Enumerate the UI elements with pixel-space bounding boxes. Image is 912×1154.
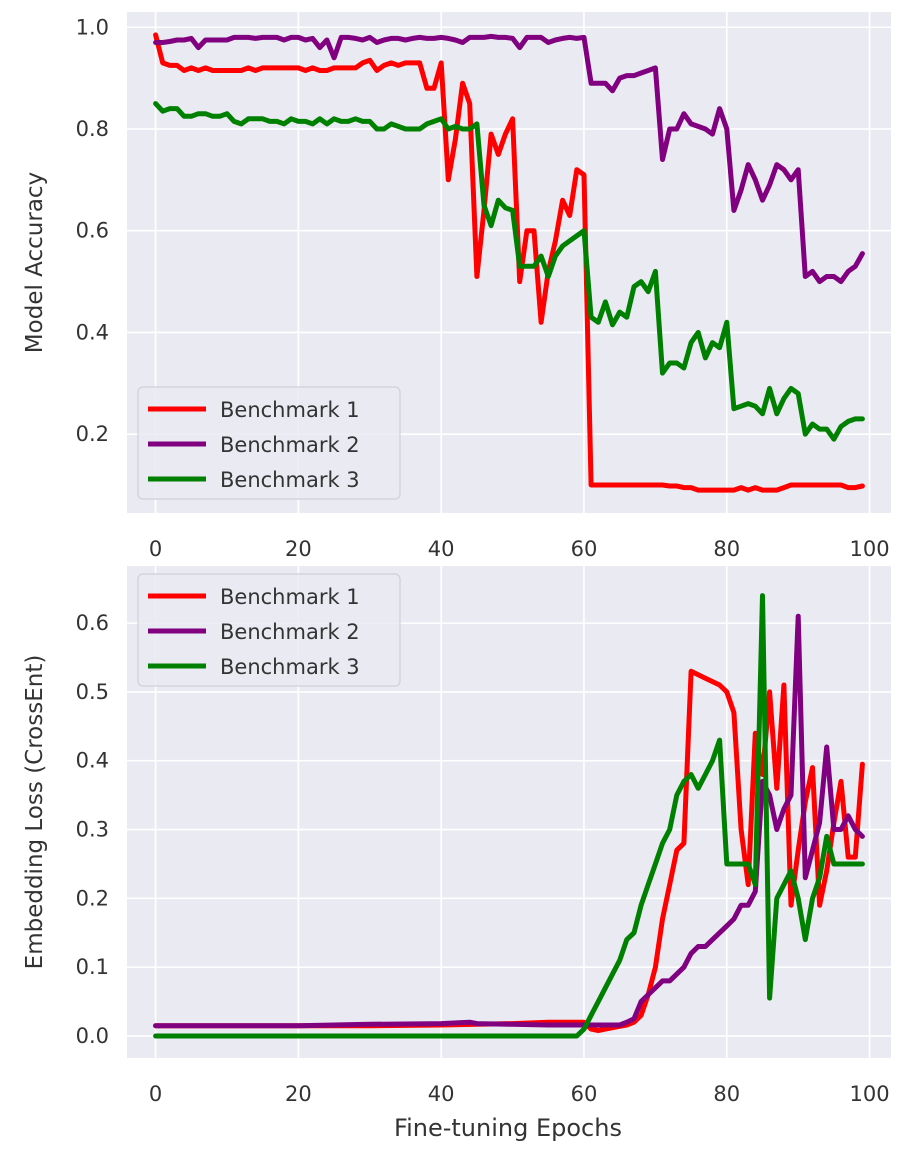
- series-line-benchmark-1: [153, 668, 865, 1033]
- legend: Benchmark 1 Benchmark 2 Benchmark 3: [137, 573, 401, 687]
- y-tick-label: 0.6: [76, 219, 109, 243]
- y-tick-label: 0.4: [76, 749, 109, 773]
- y-tick-label: 1.0: [76, 15, 109, 39]
- legend-label: Benchmark 3: [220, 468, 360, 492]
- accuracy-chart: 0 20 40 60 80 100 0.2 0.4 0.6 0.8 1.0 Model Accurac…: [22, 12, 891, 561]
- series-line-benchmark-2: [153, 613, 865, 1029]
- legend-frame: [137, 573, 401, 687]
- x-tick-label: 80: [713, 1082, 740, 1106]
- y-axis-label: Model Accuracy: [22, 172, 48, 353]
- x-tick-label: 40: [428, 1082, 455, 1106]
- x-tick-label: 20: [285, 537, 312, 561]
- x-tick-label: 0: [149, 537, 162, 561]
- x-tick-label: 80: [713, 537, 740, 561]
- y-tick-label: 0.6: [76, 611, 109, 635]
- y-tick-label: 0.5: [76, 680, 109, 704]
- series-line-benchmark-2: [153, 33, 865, 285]
- legend-label: Benchmark 2: [220, 433, 360, 457]
- y-axis-label: Embedding Loss (CrossEnt): [22, 655, 48, 970]
- y-tick-label: 0.2: [76, 422, 109, 446]
- series-line-benchmark-1: [153, 32, 865, 493]
- x-tick-label: 60: [571, 1082, 598, 1106]
- y-tick-label: 0.4: [76, 320, 109, 344]
- legend-label: Benchmark 1: [220, 585, 360, 609]
- legend-label: Benchmark 2: [220, 620, 360, 644]
- y-tick-label: 0.0: [76, 1024, 109, 1048]
- legend-label: Benchmark 1: [220, 398, 360, 422]
- y-tick-label: 0.1: [76, 955, 109, 979]
- y-tick-label: 0.8: [76, 117, 109, 141]
- x-tick-label: 60: [571, 537, 598, 561]
- legend-frame: [137, 386, 401, 500]
- series-line-benchmark-3: [153, 101, 865, 442]
- legend: Benchmark 1 Benchmark 2 Benchmark 3: [137, 386, 401, 500]
- x-tick-label: 0: [149, 1082, 162, 1106]
- x-tick-label: 100: [850, 537, 890, 561]
- x-tick-label: 20: [285, 1082, 312, 1106]
- loss-chart: 0 20 40 60 80 100 0.0 0.1 0.2 0.3 0.4 0.5 0.6 Embeddi…: [22, 566, 891, 1106]
- x-axis-label: Fine-tuning Epochs: [394, 1114, 622, 1142]
- x-tick-label: 100: [850, 1082, 890, 1106]
- y-tick-label: 0.3: [76, 818, 109, 842]
- legend-label: Benchmark 3: [220, 655, 360, 679]
- y-tick-label: 0.2: [76, 886, 109, 910]
- x-tick-label: 40: [428, 537, 455, 561]
- series-line-benchmark-3: [153, 593, 865, 1039]
